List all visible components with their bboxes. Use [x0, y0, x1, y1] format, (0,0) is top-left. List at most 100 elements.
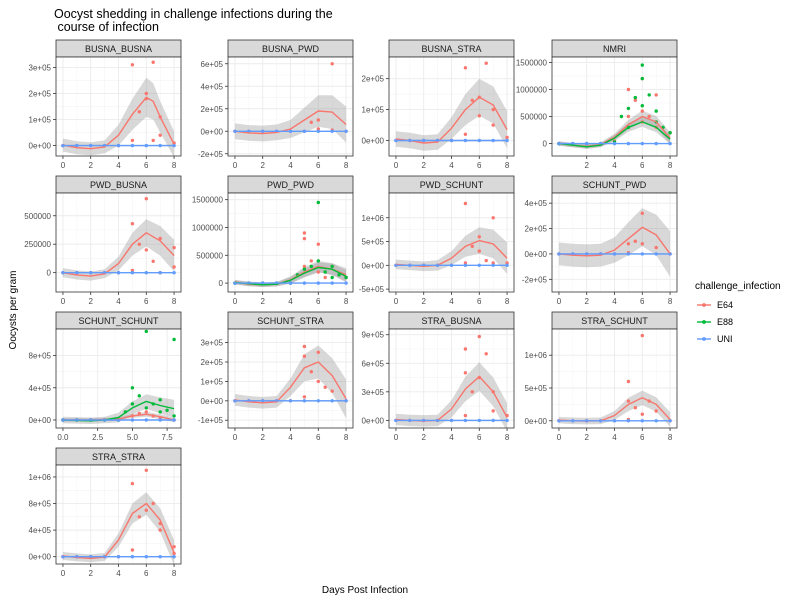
x-tick-label: 4: [116, 569, 121, 578]
confidence-band-e64: [62, 219, 175, 281]
y-tick-label: 0e+00: [29, 553, 52, 562]
y-tick-label: 4e+05: [525, 199, 548, 208]
data-point-e64: [151, 60, 155, 64]
data-point-e64: [647, 114, 651, 119]
data-point-e88: [330, 275, 334, 280]
x-tick-label: 0: [61, 161, 66, 170]
x-tick-label: 4: [612, 297, 617, 306]
y-tick-label: 0e+00: [201, 397, 224, 406]
data-point-e64: [463, 371, 468, 375]
data-point-e64: [144, 197, 148, 201]
data-point-e64: [316, 350, 320, 354]
data-point-e64: [144, 410, 148, 414]
data-point-e64: [463, 347, 468, 351]
legend-label-uni: UNI: [717, 334, 733, 344]
y-tick-label: 1000000: [516, 85, 548, 94]
data-point-e88: [158, 410, 162, 414]
y-tick-label: -1e+05: [198, 416, 224, 425]
strip-label: SCHUNT_PWD: [583, 180, 647, 190]
data-point-e64: [477, 249, 481, 253]
x-tick-label: 2.5: [92, 433, 104, 442]
x-tick-label: 6: [640, 297, 645, 306]
data-point-e64: [302, 354, 307, 358]
data-point-e64: [151, 138, 155, 143]
y-tick-label: 1500000: [516, 58, 548, 67]
confidence-band-e64: [558, 208, 671, 277]
confidence-band-e64: [558, 390, 671, 427]
data-point-e64: [640, 242, 644, 246]
y-tick-label: 3e+05: [201, 339, 224, 348]
data-point-e64: [158, 133, 162, 137]
data-point-e64: [491, 216, 495, 220]
data-point-e64: [470, 98, 474, 103]
x-tick-label: 8: [668, 433, 673, 442]
data-point-e64: [144, 248, 148, 252]
panel: NMRI 0 500000 1000000 1500000 2 4 6 8: [516, 39, 678, 170]
y-tick-label: -5e+05: [359, 285, 385, 294]
data-point-e64: [470, 244, 474, 248]
y-tick-label: 500000: [520, 113, 547, 122]
data-point-e64: [144, 468, 148, 472]
confidence-band-e64: [395, 227, 508, 274]
data-point-e64: [463, 132, 468, 136]
x-tick-label: 8: [344, 297, 349, 306]
data-point-e64: [484, 352, 488, 356]
strip-label: STRA_STRA: [92, 452, 145, 462]
data-point-e88: [144, 329, 148, 334]
panel: PWD_PWD 0 500000 1000000 1500000 0 2 4 6 8: [192, 175, 354, 306]
data-point-e64: [172, 545, 176, 549]
data-point-e64: [633, 239, 637, 243]
data-point-e88: [309, 264, 313, 269]
x-tick-label: 2: [260, 433, 265, 442]
x-tick-label: 6: [316, 161, 321, 170]
data-point-e64: [640, 109, 644, 113]
x-tick-label: 6: [144, 161, 149, 170]
x-tick-label: 8: [505, 297, 510, 306]
data-point-e64: [330, 62, 334, 66]
data-point-e64: [130, 222, 135, 226]
data-point-e64: [654, 409, 658, 413]
data-point-e88: [668, 131, 672, 135]
data-point-e64: [640, 412, 644, 416]
data-point-e64: [640, 211, 644, 215]
x-tick-label: 0.0: [57, 433, 69, 442]
data-point-e88: [172, 414, 176, 418]
data-point-e64: [484, 61, 488, 65]
strip-label: BUSNA_STRA: [421, 44, 481, 54]
x-tick-label: 8: [172, 161, 177, 170]
legend-label-e88: E88: [717, 317, 733, 327]
data-point-e64: [302, 236, 307, 241]
data-point-e64: [640, 333, 644, 338]
data-point-e64: [470, 390, 474, 394]
smooth-line-e64: [234, 110, 347, 135]
data-point-e64: [158, 236, 162, 241]
x-tick-label: 0: [394, 297, 399, 306]
data-point-e64: [158, 528, 162, 532]
data-point-e88: [130, 402, 135, 406]
data-point-e64: [463, 201, 468, 206]
smooth-line-e64: [62, 502, 175, 560]
x-tick-label: 8: [172, 297, 177, 306]
y-tick-label: 2e+05: [362, 75, 385, 84]
y-tick-label: 1e+06: [29, 473, 52, 482]
x-tick-label: 2: [421, 161, 426, 170]
x-tick-label: 2: [421, 297, 426, 306]
x-tick-label: 4: [612, 161, 617, 170]
strip-label: PWD_SCHUNT: [420, 180, 484, 190]
x-tick-label: 0: [394, 433, 399, 442]
data-point-e64: [144, 508, 148, 512]
panel: SCHUNT_SCHUNT 0e+00 4e+05 8e+05 0.0 2.5 5.0 7.5: [29, 311, 182, 442]
data-point-e64: [309, 370, 313, 374]
panel: STRA_STRA 0e+00 4e+05 8e+05 1e+06 0 2 4 6 8: [29, 447, 182, 578]
smooth-line-e64: [558, 226, 671, 257]
legend-key-point-uni: [702, 337, 706, 341]
data-point-e64: [137, 242, 141, 246]
data-point-e64: [309, 120, 313, 125]
strip-label: PWD_BUSNA: [90, 180, 147, 190]
y-tick-label: 0e+00: [29, 416, 52, 425]
x-tick-label: 7.5: [162, 433, 174, 442]
x-tick-label: 0: [394, 161, 399, 170]
data-point-e88: [640, 104, 644, 108]
strip-label: SCHUNT_SCHUNT: [78, 316, 159, 326]
